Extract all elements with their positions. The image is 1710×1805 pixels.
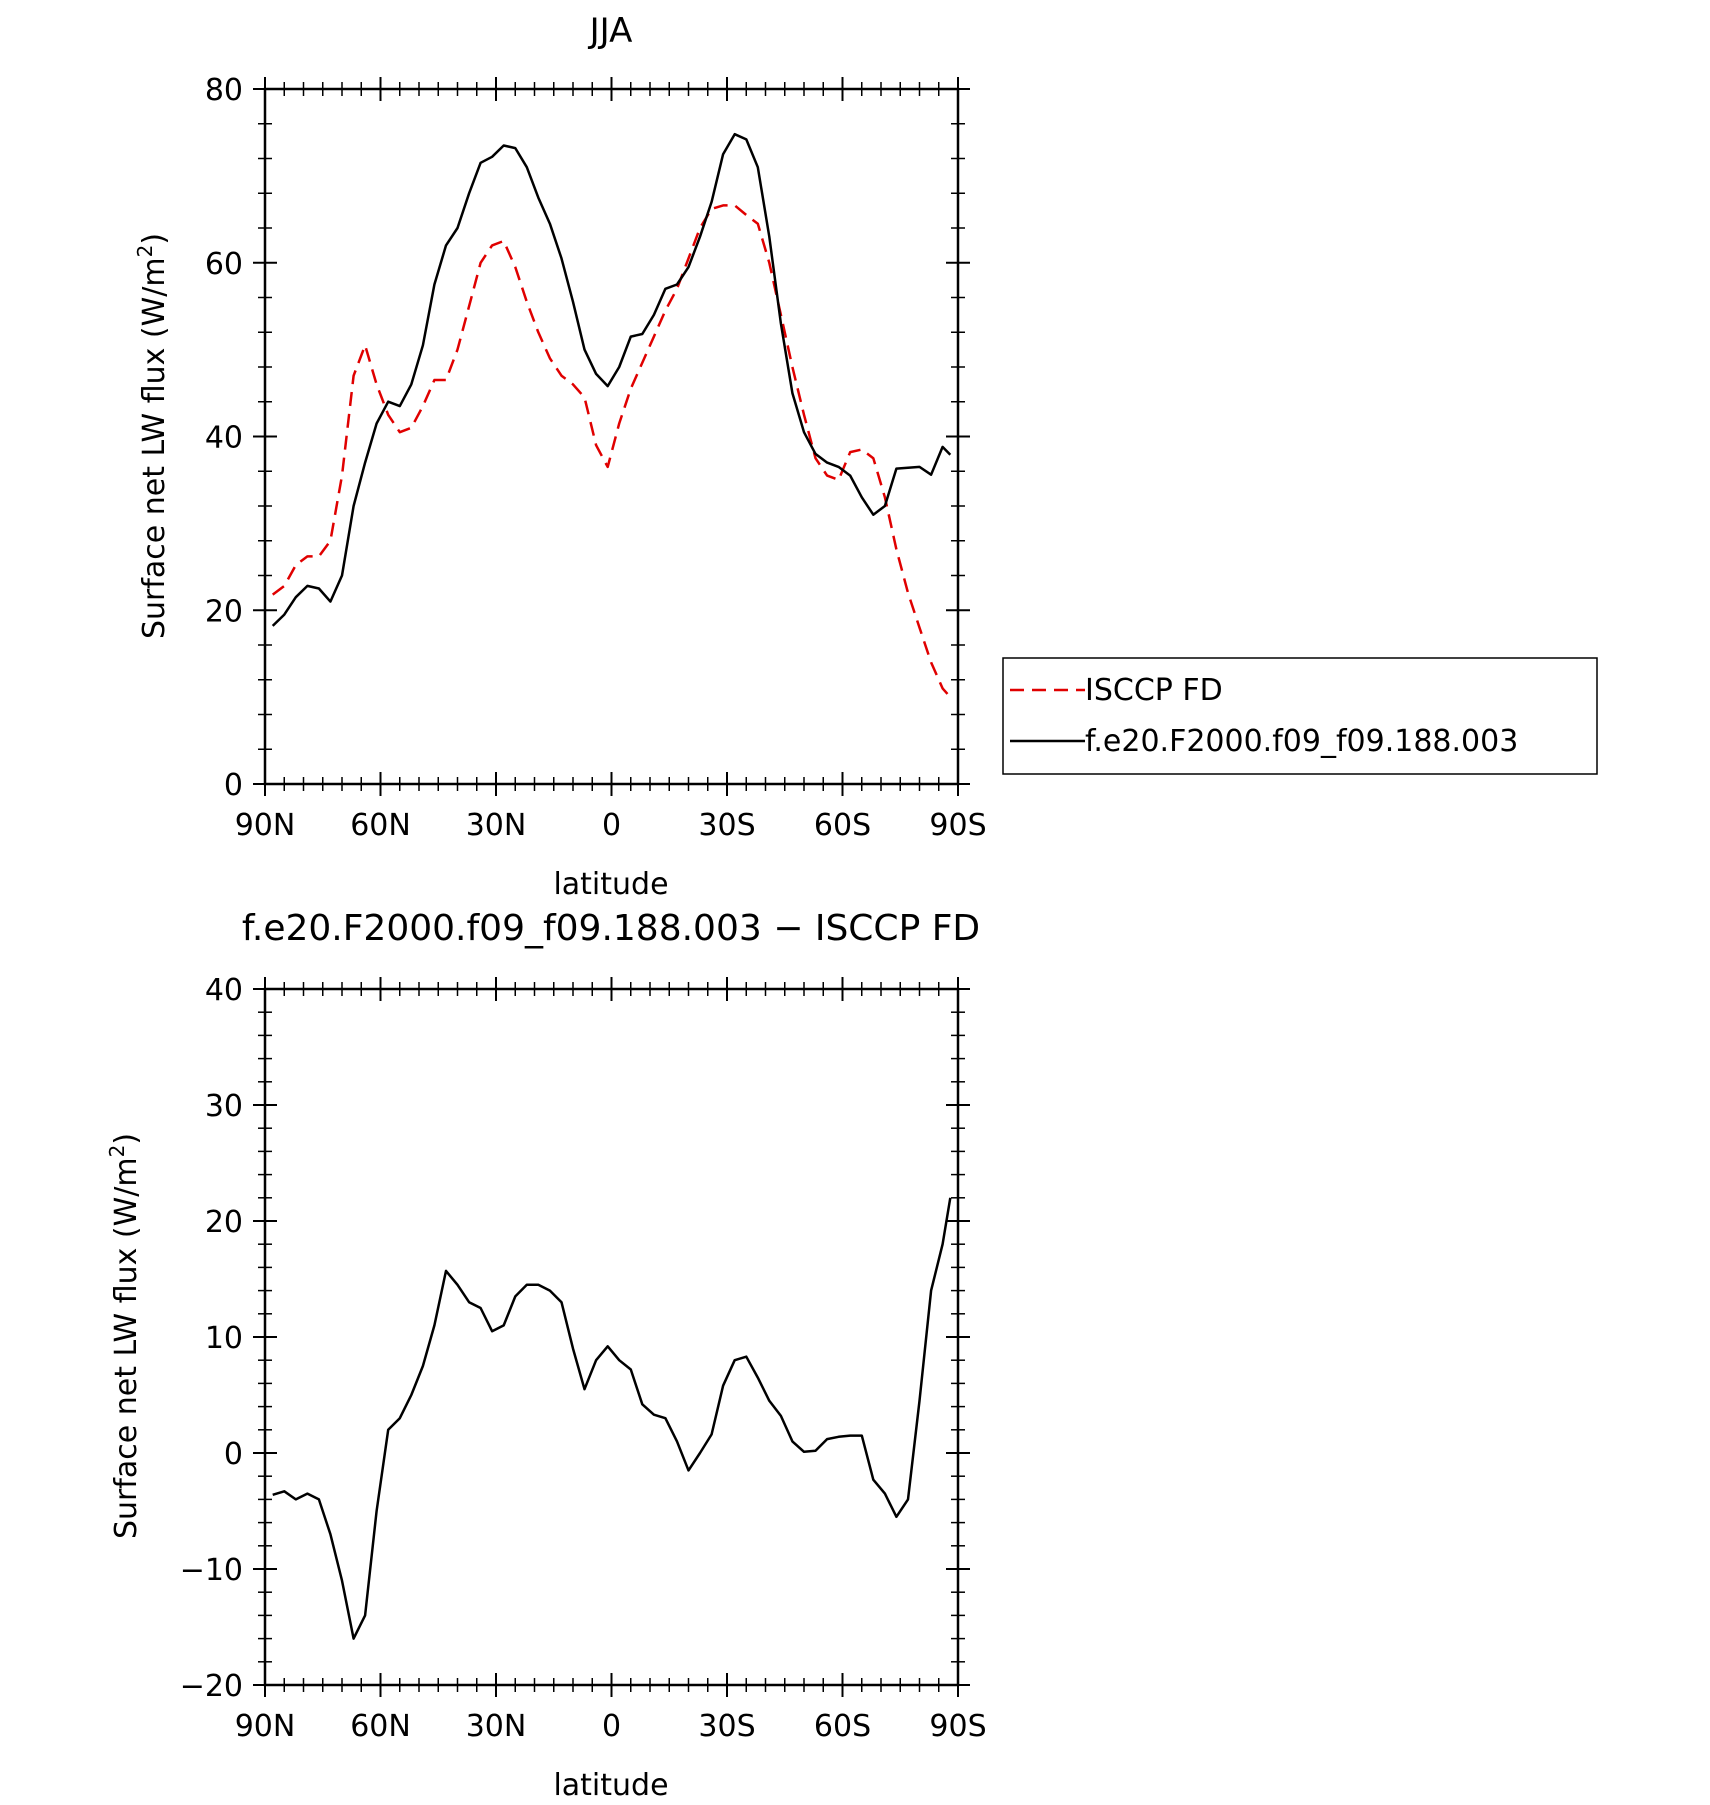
x-axis: 90N 60N 30N 0 30S 60S 90S bbox=[235, 77, 987, 843]
plot-lines bbox=[272, 1197, 952, 1640]
y-tick-label: 0 bbox=[224, 768, 243, 803]
y-axis-label-main: Surface net LW flux (W/m bbox=[137, 257, 172, 639]
x-axis-label: latitude bbox=[553, 1768, 668, 1803]
chart-panel-bottom: f.e20.F2000.f09_f09.188.003 − ISCCP FD 9… bbox=[105, 908, 987, 1803]
legend-label-isccp: ISCCP FD bbox=[1085, 673, 1223, 708]
y-axis-label-sup: 2 bbox=[133, 245, 157, 258]
x-tick-label: 30N bbox=[466, 1709, 527, 1744]
x-tick-label: 0 bbox=[602, 1709, 621, 1744]
x-tick-label: 60S bbox=[814, 808, 871, 843]
chart-panel-top: JJA 90N 60N 30N 0 30S 60S 90S 0 20 40 60 80 latitu… bbox=[133, 11, 1598, 902]
y-axis-label-sup: 2 bbox=[105, 1145, 129, 1158]
y-tick-label: 10 bbox=[205, 1321, 243, 1356]
y-axis: 0 20 40 60 80 bbox=[205, 73, 970, 803]
plot-frame bbox=[263, 87, 960, 786]
y-axis-label: Surface net LW flux (W/m2) bbox=[105, 1133, 144, 1539]
x-axis: 90N 60N 30N 0 30S 60S 90S bbox=[235, 977, 987, 1744]
legend-label-model: f.e20.F2000.f09_f09.188.003 bbox=[1085, 724, 1518, 759]
y-axis-label-close: ) bbox=[109, 1133, 144, 1145]
x-tick-label: 60N bbox=[350, 1709, 411, 1744]
series-line-f-e20-f2000-f09-f09-188-003 bbox=[271, 132, 952, 627]
y-tick-label: 40 bbox=[205, 973, 243, 1008]
x-tick-label: 30S bbox=[698, 1709, 755, 1744]
x-tick-label: 60S bbox=[814, 1709, 871, 1744]
legend-box bbox=[1002, 657, 1598, 775]
legend: ISCCP FD f.e20.F2000.f09_f09.188.003 bbox=[1002, 657, 1598, 775]
y-axis-label-close: ) bbox=[137, 233, 172, 245]
x-axis-label: latitude bbox=[553, 867, 668, 902]
y-tick-label: 20 bbox=[205, 594, 243, 629]
y-axis-label: Surface net LW flux (W/m2) bbox=[133, 233, 172, 639]
series-line-isccp-fd bbox=[271, 204, 952, 698]
x-tick-label: 90N bbox=[235, 1709, 296, 1744]
y-tick-label: −10 bbox=[180, 1553, 243, 1588]
x-tick-label: 60N bbox=[350, 808, 411, 843]
y-tick-label: 30 bbox=[205, 1089, 243, 1124]
x-tick-label: 90S bbox=[929, 808, 986, 843]
x-tick-label: 90N bbox=[235, 808, 296, 843]
plot-lines bbox=[271, 132, 952, 698]
x-tick-label: 30N bbox=[466, 808, 527, 843]
y-tick-label: −20 bbox=[180, 1669, 243, 1704]
y-tick-label: 80 bbox=[205, 73, 243, 108]
y-axis: −20 −10 0 10 20 30 40 bbox=[180, 973, 970, 1704]
x-tick-label: 90S bbox=[929, 1709, 986, 1744]
series-line-difference bbox=[272, 1197, 952, 1640]
y-tick-label: 60 bbox=[205, 247, 243, 282]
chart-title: JJA bbox=[588, 11, 633, 51]
y-tick-label: 20 bbox=[205, 1205, 243, 1240]
x-tick-label: 0 bbox=[602, 808, 621, 843]
y-axis-label-main: Surface net LW flux (W/m bbox=[109, 1157, 144, 1539]
x-tick-label: 30S bbox=[698, 808, 755, 843]
y-tick-label: 40 bbox=[205, 421, 243, 456]
y-tick-label: 0 bbox=[224, 1437, 243, 1472]
chart-title: f.e20.F2000.f09_f09.188.003 − ISCCP FD bbox=[242, 908, 980, 949]
